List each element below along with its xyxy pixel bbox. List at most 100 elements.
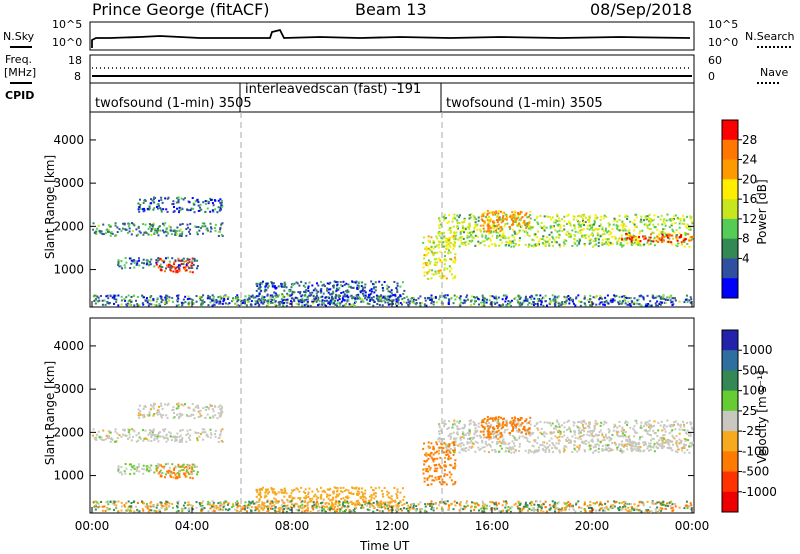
- velocity-cell: [681, 428, 684, 431]
- velocity-cell: [622, 445, 625, 448]
- velocity-cell: [155, 411, 158, 414]
- power-cell: [687, 228, 690, 231]
- power-cell: [644, 237, 647, 240]
- power-cell: [473, 216, 476, 219]
- power-cell: [574, 242, 577, 245]
- power-cell: [540, 226, 543, 229]
- power-cell: [164, 197, 167, 200]
- velocity-cell: [488, 426, 491, 429]
- power-cell: [319, 291, 322, 294]
- velocity-cell: [124, 472, 127, 475]
- velocity-cell: [489, 444, 492, 447]
- velocity-cell: [521, 435, 524, 438]
- velocity-cell: [688, 432, 691, 435]
- power-cell: [475, 224, 478, 227]
- power-cell: [211, 294, 214, 297]
- velocity-cell: [173, 467, 176, 470]
- power-cell: [204, 225, 207, 228]
- power-cell: [449, 251, 452, 254]
- power-cell: [186, 262, 189, 265]
- velocity-cell: [453, 440, 456, 443]
- power-cell: [514, 220, 517, 223]
- power-cell: [519, 304, 522, 307]
- velocity-cell: [500, 447, 503, 450]
- power-cell: [523, 230, 526, 233]
- power-cell: [475, 296, 478, 299]
- power-cell: [187, 209, 190, 212]
- power-cell: [489, 219, 492, 222]
- velocity-cell: [195, 432, 198, 435]
- power-heatmap: [92, 196, 694, 307]
- velocity-cell: [161, 472, 164, 475]
- power-cell: [136, 262, 139, 265]
- power-cell: [570, 299, 573, 302]
- power-cell: [277, 301, 280, 304]
- power-cell: [495, 236, 498, 239]
- power-cell: [580, 301, 583, 304]
- power-cell: [316, 294, 319, 297]
- velocity-cell: [138, 470, 141, 473]
- power-cell: [405, 301, 408, 304]
- power-cell: [505, 213, 508, 216]
- power-cell: [131, 229, 134, 232]
- power-cell: [633, 241, 636, 244]
- velocity-cell: [188, 473, 191, 476]
- velocity-cell: [276, 501, 279, 504]
- power-cell: [439, 223, 442, 226]
- power-cell: [607, 230, 610, 233]
- power-cell: [254, 303, 257, 306]
- velocity-cell: [348, 491, 351, 494]
- velocity-cell: [260, 507, 263, 510]
- velocity-cell: [453, 462, 456, 465]
- nave-legend-line: [757, 82, 779, 84]
- velocity-cell: [127, 500, 130, 503]
- velocity-cell: [625, 445, 628, 448]
- power-cell: [182, 198, 185, 201]
- power-cell: [667, 235, 670, 238]
- velocity-cell: [331, 505, 334, 508]
- velocity-cell: [607, 450, 610, 453]
- velocity-cell: [608, 431, 611, 434]
- power-cell: [626, 297, 629, 300]
- velocity-cell: [576, 445, 579, 448]
- velocity-cell: [620, 440, 623, 443]
- power-cell: [505, 240, 508, 243]
- power-cell: [624, 237, 627, 240]
- velocity-cell: [497, 433, 500, 436]
- cpid-label: CPID: [5, 89, 35, 102]
- velocity-cell: [185, 434, 188, 437]
- power-cell: [566, 230, 569, 233]
- power-cell: [236, 294, 239, 297]
- velocity-cell: [519, 419, 522, 422]
- velocity-cell: [567, 427, 570, 430]
- velocity-cell: [522, 505, 525, 508]
- power-cell: [466, 234, 469, 237]
- velocity-cell: [431, 475, 434, 478]
- power-cell: [346, 289, 349, 292]
- power-cell: [254, 300, 257, 303]
- velocity-cell: [448, 420, 451, 423]
- velocity-cell: [429, 467, 432, 470]
- velocity-cell: [668, 424, 671, 427]
- velocity-cell: [307, 493, 310, 496]
- power-cell: [358, 281, 361, 284]
- velocity-cell: [571, 435, 574, 438]
- power-cell: [600, 215, 603, 218]
- velocity-cell: [540, 432, 543, 435]
- power-cell: [396, 301, 399, 304]
- power-cell: [175, 233, 178, 236]
- power-cell: [426, 272, 429, 275]
- velocity-cell: [512, 447, 515, 450]
- power-cell: [340, 300, 343, 303]
- velocity-cell: [150, 433, 153, 436]
- power-cell: [388, 295, 391, 298]
- power-cell: [459, 298, 462, 301]
- power-cell: [454, 234, 457, 237]
- power-cell: [355, 300, 358, 303]
- power-cell: [423, 271, 426, 274]
- power-cell: [690, 298, 693, 301]
- velocity-cell: [340, 497, 343, 500]
- power-cell: [560, 218, 563, 221]
- power-cell: [305, 288, 308, 291]
